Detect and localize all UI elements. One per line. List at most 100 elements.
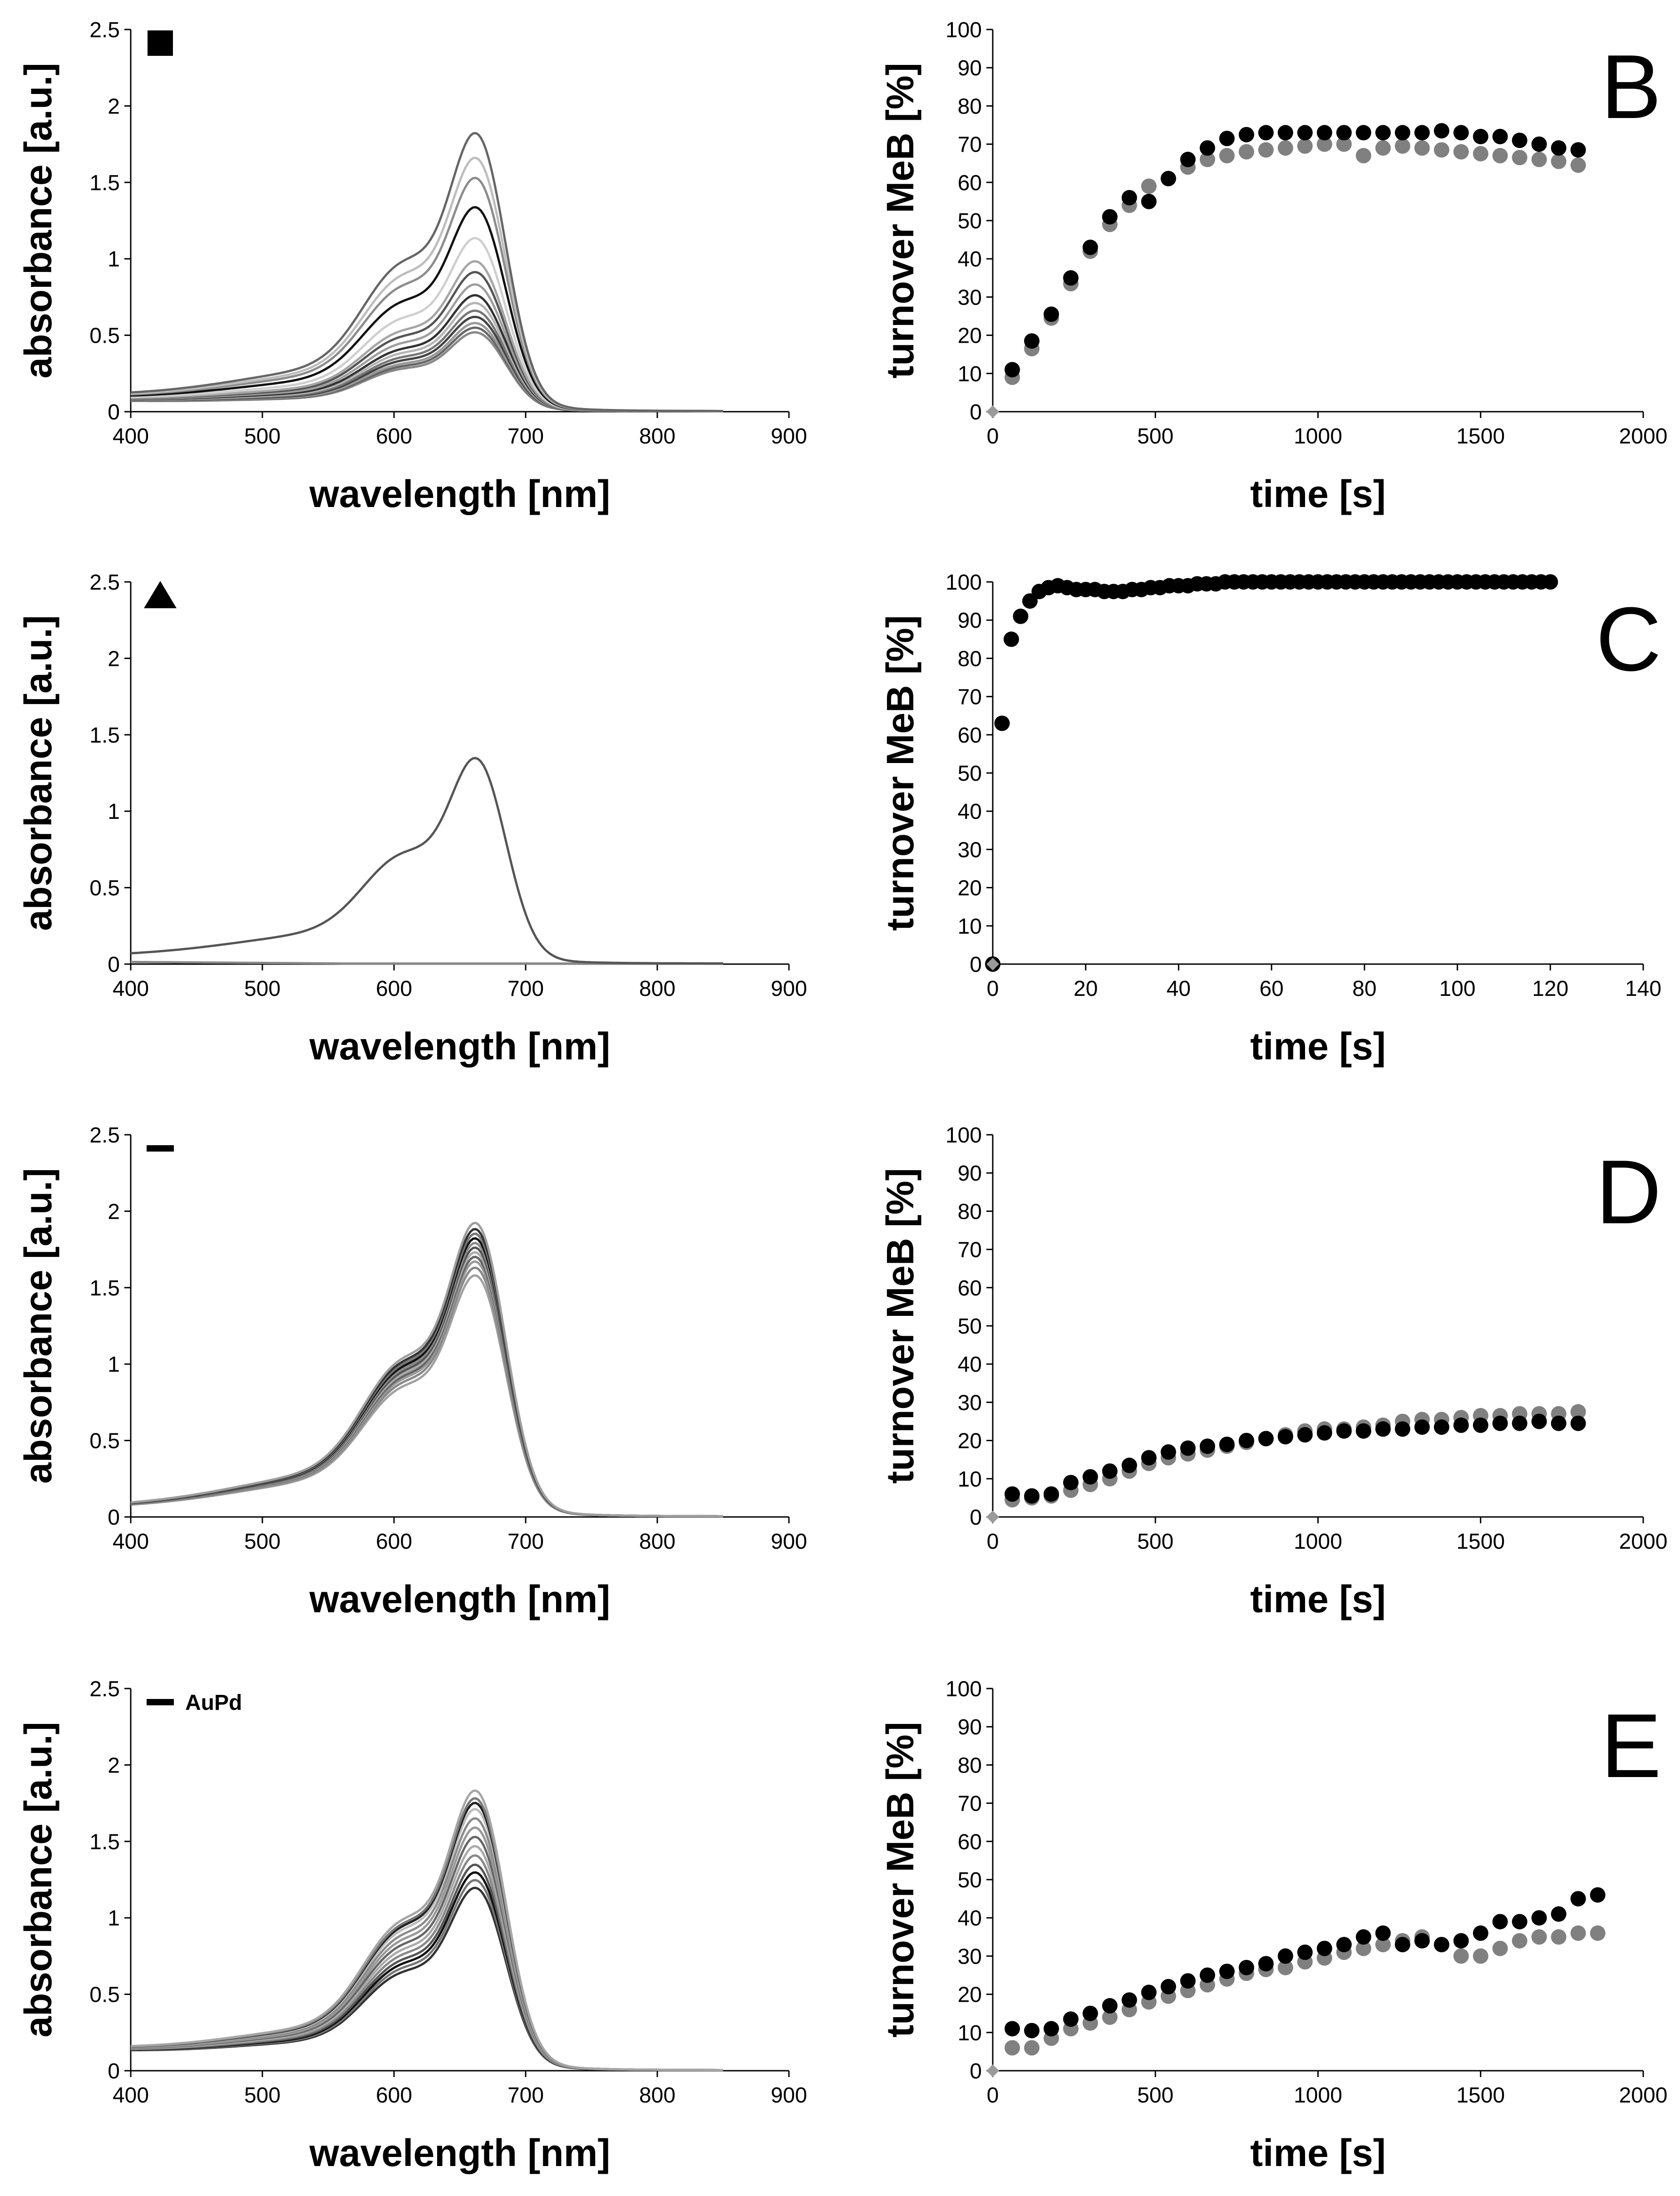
spectra-panel-3-ytick-label: 2.5	[89, 1123, 120, 1147]
data-point-black	[1160, 1444, 1176, 1460]
spectra-panel-3-xtick-label: 700	[507, 1530, 544, 1554]
absorbance-spectrum-curve	[130, 206, 723, 412]
spectra-panel-4-xtick-label: 800	[639, 2083, 675, 2107]
turnover-panel-C-ytick-label: 100	[946, 571, 982, 595]
spectra-panel-3-ytick-label: 1.5	[89, 1276, 120, 1300]
data-point-black	[1219, 131, 1235, 146]
turnover-panel-D-xtick-label: 500	[1137, 1530, 1173, 1554]
absorbance-spectrum-curve	[130, 1845, 723, 2071]
data-point-black	[1492, 1415, 1508, 1431]
turnover-panel-C-xtick-label: 0	[987, 977, 999, 1001]
data-point-black	[1160, 1979, 1176, 1994]
spectra-panel-2-ytick-label: 1.5	[89, 724, 120, 748]
data-point-black	[1512, 1415, 1527, 1431]
data-point-black	[1542, 574, 1558, 590]
turnover-panel-B-ytick-label: 80	[958, 94, 982, 118]
turnover-panel-E-xtick-label: 0	[987, 2083, 999, 2107]
legend-label: AuPd	[185, 1691, 242, 1715]
turnover-panel-C-ytick-label: 30	[958, 838, 982, 862]
data-point-black	[1219, 1437, 1235, 1452]
turnover-panel-C-ytick-label: 50	[958, 762, 982, 786]
data-point-black	[1375, 1925, 1391, 1941]
spectra-panel-2-xtick-label: 500	[244, 977, 281, 1001]
spectra-panel-3-xtick-label: 600	[376, 1530, 412, 1554]
spectra-panel-4-xtick-label: 900	[771, 2083, 807, 2107]
spectra-panel-2-ytick-label: 0.5	[89, 876, 120, 901]
spectra-panel-1-x-axis-title: wavelength [nm]	[309, 473, 611, 515]
data-point-black	[1102, 1463, 1118, 1479]
data-point-black	[1003, 631, 1019, 647]
turnover-panel-C-ytick-label: 20	[958, 876, 982, 901]
spectra-panel-3-x-axis-title: wavelength [nm]	[309, 1578, 611, 1620]
data-point-black	[1277, 125, 1293, 141]
absorbance-spectrum-curve	[130, 1789, 723, 2071]
data-point-black	[1258, 1956, 1274, 1972]
turnover-panel-B-ytick-label: 0	[970, 400, 982, 424]
turnover-panel-D-ytick-label: 80	[958, 1200, 982, 1224]
spectra-panel-2-xtick-label: 600	[376, 977, 412, 1001]
data-point-gray	[1199, 152, 1215, 167]
spectra-panel-2-xtick-label: 800	[639, 977, 675, 1001]
data-point-black	[1277, 1948, 1293, 1964]
turnover-panel-D-xtick-label: 1500	[1456, 1530, 1505, 1554]
spectra-panel-3-xtick-label: 800	[639, 1530, 675, 1554]
turnover-panel-E-ytick-label: 70	[958, 1792, 982, 1816]
data-point-black	[1297, 125, 1313, 141]
turnover-panel-E-ytick-label: 90	[958, 1715, 982, 1739]
data-point-black	[1414, 1933, 1430, 1949]
turnover-panel-D-ytick-label: 10	[958, 1467, 982, 1492]
absorbance-spectrum-curve	[130, 157, 723, 412]
turnover-panel-B-ytick-label: 70	[958, 133, 982, 157]
data-point-gray	[1336, 136, 1352, 152]
turnover-panel-C-ytick-label: 10	[958, 915, 982, 939]
spectra-panel-3-xtick-label: 900	[771, 1530, 807, 1554]
turnover-panel-B-xtick-label: 1500	[1456, 424, 1505, 448]
data-point-gray	[1492, 148, 1508, 163]
absorbance-spectrum-curve	[130, 1232, 723, 1517]
data-point-gray	[1005, 2040, 1020, 2056]
data-point-black	[1082, 2005, 1098, 2021]
data-point-black	[1121, 190, 1137, 206]
spectra-panel-1: 0 0.5 1 1.5 2 2.5 400 500 600 700 800 900 wavelength…	[17, 18, 807, 515]
turnover-panel-D-ytick-label: 100	[946, 1123, 982, 1147]
data-point-black	[1336, 1423, 1352, 1439]
spectra-panel-4-ytick-label: 2.5	[89, 1677, 120, 1701]
data-point-black	[1141, 193, 1157, 209]
turnover-panel-B-ytick-label: 50	[958, 209, 982, 233]
turnover-panel-B-ytick-label: 10	[958, 362, 982, 386]
spectra-panel-1-xtick-label: 500	[244, 424, 281, 448]
dash-legend-marker	[147, 1699, 174, 1705]
data-point-gray	[1355, 1940, 1371, 1956]
data-point-gray	[1551, 153, 1567, 169]
data-point-black	[1394, 125, 1410, 141]
data-point-black	[1570, 1891, 1586, 1907]
spectra-panel-4-xtick-label: 400	[113, 2083, 149, 2107]
turnover-panel-C-xtick-label: 20	[1074, 977, 1098, 1001]
data-point-black	[1022, 593, 1038, 609]
turnover-panel-C-xtick-label: 60	[1259, 977, 1283, 1001]
data-point-gray	[1277, 140, 1293, 156]
data-point-gray	[1394, 138, 1410, 154]
dash-legend-marker	[147, 1145, 174, 1152]
absorbance-spectrum-curve	[130, 1246, 723, 1517]
data-point-black	[1005, 2021, 1020, 2037]
turnover-panel-D-ytick-label: 70	[958, 1238, 982, 1262]
data-point-black	[1336, 125, 1352, 141]
data-point-black	[1199, 140, 1215, 156]
absorbance-spectrum-curve	[130, 1256, 723, 1517]
spectra-panel-4-ytick-label: 2	[108, 1753, 120, 1777]
data-point-black	[1121, 1457, 1137, 1473]
data-point-black	[1492, 128, 1508, 144]
data-point-black	[1297, 1427, 1313, 1443]
data-point-black	[994, 715, 1010, 731]
spectra-panel-2-xtick-label: 900	[771, 977, 807, 1001]
data-point-gray	[1473, 146, 1488, 162]
data-point-black	[1316, 125, 1332, 141]
data-point-black	[1258, 125, 1274, 141]
data-point-gray	[1238, 144, 1254, 160]
start-point-marker	[986, 958, 999, 970]
spectra-panel-1-xtick-label: 800	[639, 424, 675, 448]
turnover-panel-E-ytick-label: 20	[958, 1983, 982, 2007]
spectra-panel-2-x-axis-title: wavelength [nm]	[309, 1025, 611, 1068]
